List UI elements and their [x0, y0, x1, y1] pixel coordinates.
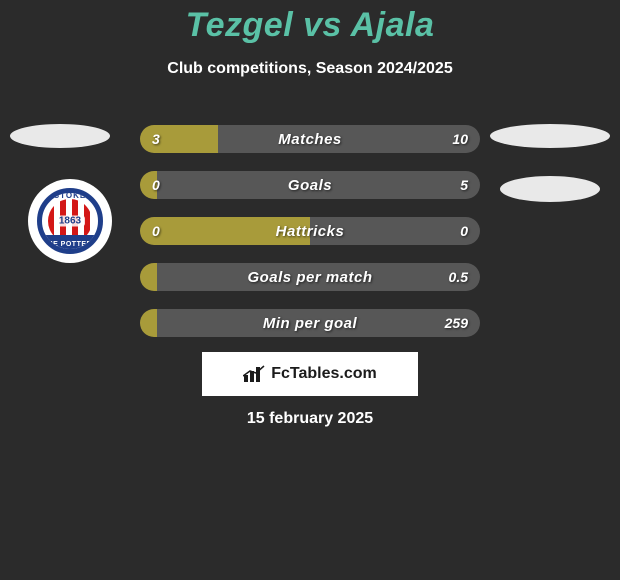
- stat-bars: Matches310Goals05Hattricks00Goals per ma…: [140, 125, 480, 355]
- stat-bar-right-value: 0: [460, 217, 468, 245]
- snapshot-date: 15 february 2025: [0, 410, 620, 428]
- stat-bar-label: Matches: [140, 125, 480, 153]
- stat-bar: Matches3 10: [140, 125, 480, 153]
- title-player1: Tezgel: [186, 6, 294, 44]
- badge-ribbon: THE POTTERS: [37, 235, 103, 253]
- left-club-badge: STOKE 1863 THE POTTERS: [28, 179, 112, 263]
- left-player-avatar-placeholder: [10, 124, 110, 148]
- stat-bar-right-value: 259: [445, 309, 468, 337]
- stat-bar-label: Hattricks: [140, 217, 480, 245]
- right-club-avatar-placeholder: [500, 176, 600, 202]
- stat-bar-left-value: 3: [152, 125, 160, 153]
- badge-year: 1863: [55, 216, 85, 227]
- bar-chart-icon: [243, 365, 265, 383]
- stat-bar-label: Goals: [140, 171, 480, 199]
- comparison-infographic: Tezgel vs Ajala Club competitions, Seaso…: [0, 0, 620, 580]
- stat-bar-left-value: 0: [152, 217, 160, 245]
- right-player-avatar-placeholder: [490, 124, 610, 148]
- stat-bar: Goals per match0.5: [140, 263, 480, 291]
- stat-bar-right-value: 10: [452, 125, 468, 153]
- stat-bar-left-value: 0: [152, 171, 160, 199]
- stat-bar-right-value: 0.5: [449, 263, 468, 291]
- subtitle: Club competitions, Season 2024/2025: [0, 60, 620, 78]
- brand-text: FcTables.com: [271, 365, 377, 383]
- stat-bar: Min per goal259: [140, 309, 480, 337]
- title-player2: Ajala: [351, 6, 435, 44]
- brand-box: FcTables.com: [202, 352, 418, 396]
- stat-bar-label: Min per goal: [140, 309, 480, 337]
- stat-bar-label: Goals per match: [140, 263, 480, 291]
- page-title: Tezgel vs Ajala: [0, 6, 620, 45]
- badge-ribbon-text: THE POTTERS: [43, 241, 98, 248]
- stat-bar: Hattricks0 0: [140, 217, 480, 245]
- stat-bar-right-value: 5: [460, 171, 468, 199]
- title-connector: vs: [303, 6, 342, 44]
- stat-bar: Goals0 5: [140, 171, 480, 199]
